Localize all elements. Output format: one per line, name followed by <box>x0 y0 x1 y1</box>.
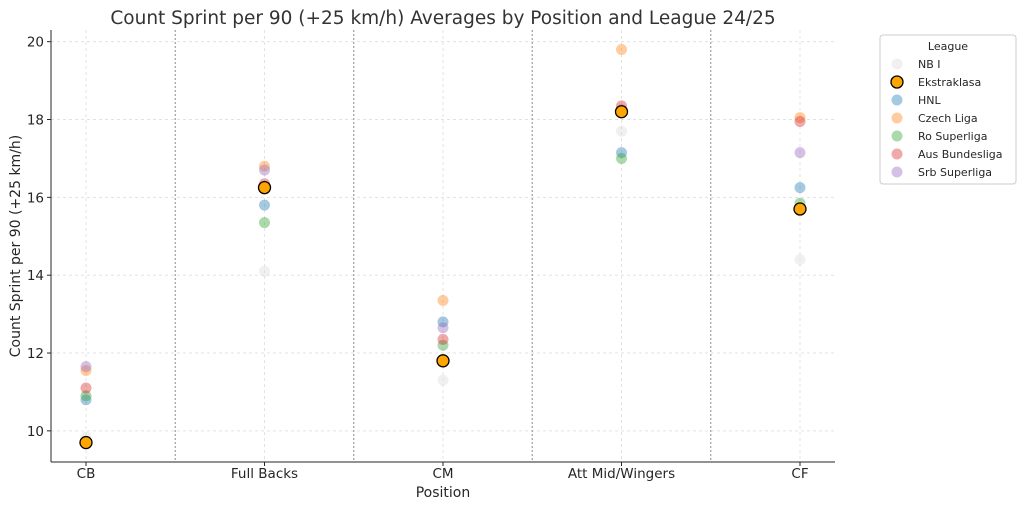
x-tick-label: CB <box>77 466 96 482</box>
legend-marker-nb-i <box>891 58 903 70</box>
data-point-aus-bundesliga <box>437 333 449 345</box>
data-point-ro-superliga <box>437 339 449 351</box>
data-point-nb-i <box>794 254 806 266</box>
data-point-srb-superliga <box>259 164 270 176</box>
data-point-ekstraklasa <box>793 202 807 216</box>
data-point-aus-bundesliga <box>794 115 806 127</box>
legend-label-srb-superliga: Srb Superliga <box>918 166 992 179</box>
series-czech-liga <box>80 43 806 377</box>
y-tick-label: 14 <box>27 268 44 284</box>
x-tick-label: CM <box>432 466 453 482</box>
data-point-czech-liga <box>80 365 92 377</box>
legend-marker-hnl <box>891 94 903 106</box>
y-tick-label: 16 <box>27 190 44 206</box>
legend-label-aus-bundesliga: Aus Bundesliga <box>918 148 1003 161</box>
data-point-hnl <box>80 394 92 406</box>
data-point-hnl <box>616 147 627 159</box>
data-point-nb-i <box>616 125 627 137</box>
data-point-srb-superliga <box>437 322 449 334</box>
ticks: 10 12 14 16 18 20 CB Full Backs CM Att Mid/Winger… <box>27 35 809 482</box>
legend-label-czech-liga: Czech Liga <box>918 112 978 125</box>
data-point-ekstraklasa <box>79 435 93 450</box>
x-tick-label: Full Backs <box>231 466 298 482</box>
x-tick-label: CF <box>791 466 808 482</box>
position-separators <box>174 30 712 462</box>
y-tick-label: 20 <box>27 35 44 51</box>
series-hnl <box>80 147 806 406</box>
data-point-ekstraklasa <box>436 354 450 368</box>
legend-marker-ro-superliga <box>891 130 903 142</box>
y-tick-label: 12 <box>27 346 44 362</box>
data-point-hnl <box>259 199 270 211</box>
data-point-czech-liga <box>259 160 270 172</box>
legend-title: League <box>928 40 968 53</box>
data-point-aus-bundesliga <box>80 382 92 394</box>
y-tick-label: 18 <box>27 113 44 129</box>
data-point-czech-liga <box>616 43 627 55</box>
data-point-ro-superliga <box>616 152 627 164</box>
legend-label-ro-superliga: Ro Superliga <box>918 130 987 143</box>
data-point-nb-i <box>437 374 449 386</box>
data-point-ro-superliga <box>259 217 270 229</box>
chart-title: Count Sprint per 90 (+25 km/h) Averages … <box>110 8 775 29</box>
grid <box>51 30 835 462</box>
legend-marker-ekstraklasa <box>890 75 904 89</box>
data-point-nb-i <box>259 265 270 277</box>
legend-label-hnl: HNL <box>918 94 942 107</box>
series-ekstraklasa <box>79 105 807 450</box>
data-point-ro-superliga <box>80 390 92 402</box>
data-point-hnl <box>437 316 449 328</box>
data-point-srb-superliga <box>794 147 806 159</box>
x-tick-label: Att Mid/Wingers <box>568 466 675 482</box>
legend-marker-czech-liga <box>891 112 903 124</box>
legend-marker-aus-bundesliga <box>891 148 903 160</box>
y-axis-label: Count Sprint per 90 (+25 km/h) <box>8 135 24 357</box>
data-point-ekstraklasa <box>614 105 629 119</box>
data-points <box>79 43 807 450</box>
data-point-ekstraklasa <box>257 180 272 195</box>
data-point-czech-liga <box>794 112 806 124</box>
x-axis-label: Position <box>416 485 471 501</box>
legend-label-ekstraklasa: Ekstraklasa <box>918 76 981 89</box>
data-point-czech-liga <box>437 294 449 306</box>
data-point-hnl <box>794 182 806 194</box>
y-tick-label: 10 <box>27 424 44 440</box>
legend-items: NB I Ekstraklasa HNL Czech Liga Ro Superliga… <box>890 58 1003 179</box>
data-point-srb-superliga <box>80 361 92 373</box>
legend: League NB I Ekstraklasa HNL Czech Liga Ro Su… <box>879 34 1017 185</box>
legend-box <box>879 34 1017 185</box>
legend-marker-srb-superliga <box>891 166 903 178</box>
legend-label-nb-i: NB I <box>918 58 941 71</box>
